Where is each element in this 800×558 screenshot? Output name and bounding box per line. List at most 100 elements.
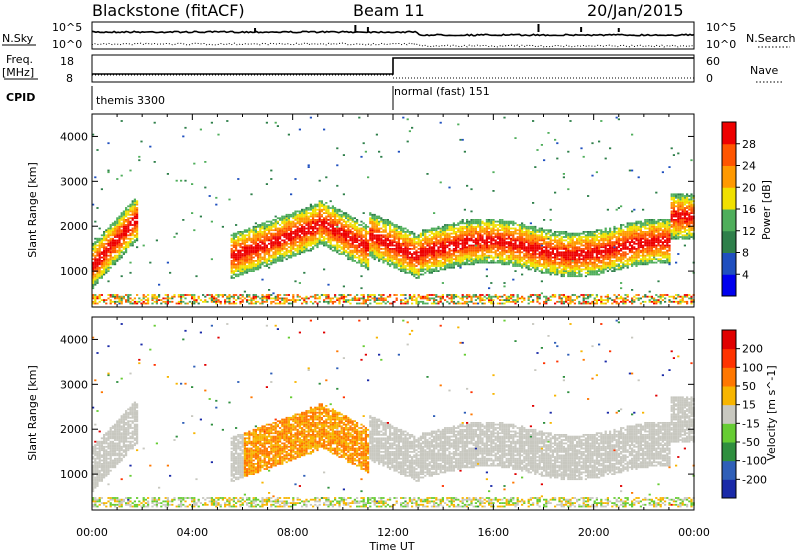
power-cell [565,248,567,250]
power-cell [275,248,277,250]
power-cell [266,229,268,231]
power-cell [455,262,457,264]
power-cell [283,229,285,231]
power-cell [125,224,127,226]
power-cell [301,214,303,216]
power-cell [343,298,345,300]
power-cell [539,243,541,245]
power-cell [371,228,373,230]
power-cell [297,229,299,231]
power-cell [354,222,356,224]
power-cell [455,294,457,296]
power-cell [552,263,554,265]
power-cell [323,229,325,231]
power-cell [314,212,316,214]
power-cell [556,231,558,233]
power-cell [576,263,578,265]
power-cell [360,275,362,277]
power-cell [266,296,268,298]
power-cell [495,234,497,236]
power-cell [407,262,409,264]
power-cell [184,294,186,296]
power-cell [264,253,266,255]
power-cell [369,251,371,253]
power-cell [455,257,457,259]
power-cell [277,236,279,238]
power-cell [272,234,274,236]
power-cell [121,214,123,216]
power-cell [490,299,492,301]
power-cell [360,221,362,223]
power-cell [470,233,472,235]
power-cell [292,246,294,248]
power-cell [268,298,270,300]
power-cell [422,260,424,262]
power-cell [468,251,470,253]
power-cell [101,246,103,248]
power-cell [481,245,483,247]
power-cell [231,251,233,253]
power-cell [101,260,103,262]
power-cell [173,236,175,238]
power-cell [374,241,376,243]
power-cell [305,298,307,300]
power-cell [136,214,138,216]
power-cell [268,243,270,245]
power-cell [479,245,481,247]
power-cell [506,262,508,264]
power-cell [358,236,360,238]
power-cell [418,274,420,276]
power-cell [554,270,556,272]
power-cell [464,238,466,240]
power-cell [534,226,536,228]
power-cell [211,221,213,223]
power-cell [338,233,340,235]
power-cell [101,245,103,247]
power-cell [123,246,125,248]
power-cell [440,240,442,242]
power-cell [129,233,131,235]
power-cell [136,217,138,219]
power-cell [547,298,549,300]
power-cell [479,226,481,228]
power-cell [257,243,259,245]
power-cell [270,303,272,305]
power-cell [279,298,281,300]
power-cell [514,233,516,235]
power-cell [479,236,481,238]
power-cell [277,231,279,233]
power-cell [468,294,470,296]
power-cell [528,267,530,269]
power-cell [290,241,292,243]
power-cell [466,255,468,257]
power-cell [110,231,112,233]
power-cell [136,301,138,303]
power-cell [550,274,552,276]
power-cell [338,229,340,231]
power-cell [303,222,305,224]
power-cell [277,238,279,240]
power-cell [429,231,431,233]
power-cell [517,299,519,301]
power-cell [338,241,340,243]
power-cell [380,296,382,298]
power-cell [554,296,556,298]
power-cell [279,233,281,235]
power-cell [385,241,387,243]
power-cell [231,250,233,252]
station-title: Blackstone (fitACF) [92,1,245,20]
power-cell [332,240,334,242]
power-cell [365,262,367,264]
power-cell [473,229,475,231]
power-cell [519,260,521,262]
power-cell [118,233,120,235]
power-cell [567,236,569,238]
power-cell [369,234,371,236]
power-cell [231,303,233,305]
power-cell [431,246,433,248]
power-cell [481,262,483,264]
power-cell [499,238,501,240]
power-cell [572,245,574,247]
power-cell [277,240,279,242]
power-cell [336,251,338,253]
